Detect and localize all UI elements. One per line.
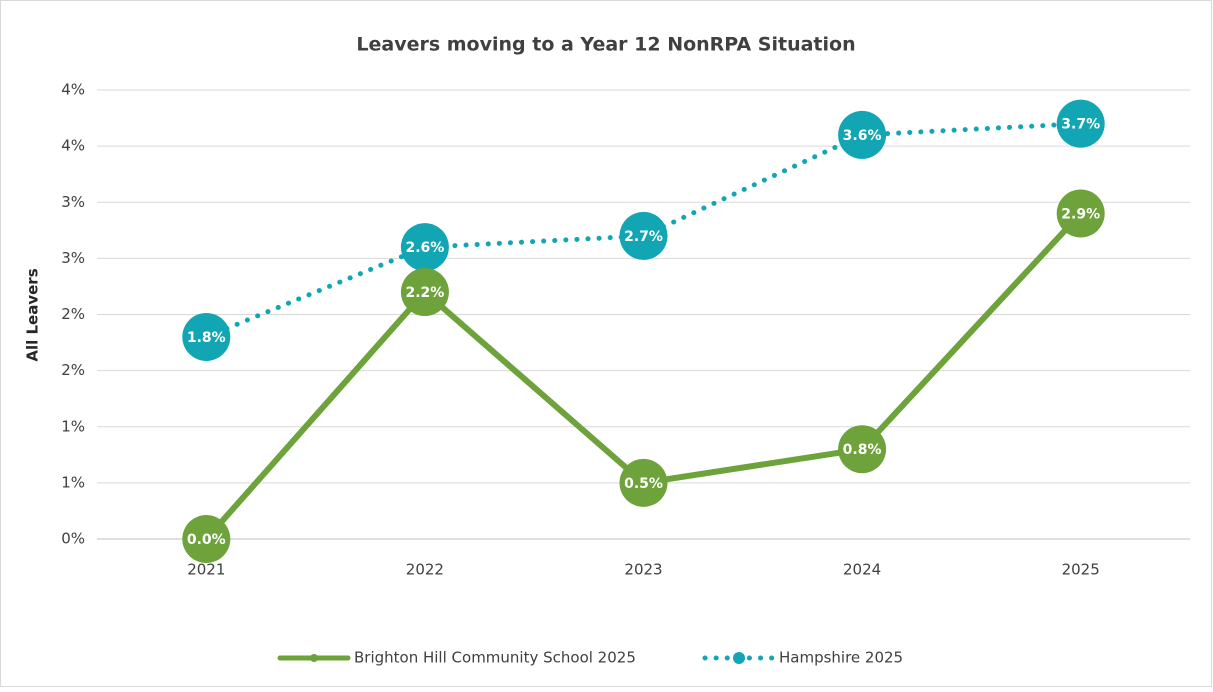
data-point	[838, 110, 887, 159]
legend-label: Brighton Hill Community School 2025	[354, 649, 636, 667]
data-point	[182, 312, 231, 361]
data-label: 2.2%	[405, 285, 444, 301]
data-point	[1056, 189, 1105, 238]
legend-label: Hampshire 2025	[779, 649, 903, 667]
x-tick-label: 2021	[187, 561, 225, 579]
legend-marker	[310, 654, 318, 662]
chart-title: Leavers moving to a Year 12 NonRPA Situa…	[356, 34, 855, 56]
y-tick-label: 3%	[61, 193, 85, 211]
data-label: 1.8%	[187, 330, 226, 346]
data-point	[619, 211, 668, 260]
data-point	[182, 515, 231, 563]
data-label: 0.8%	[843, 442, 882, 458]
y-tick-label: 2%	[61, 305, 85, 323]
legend-marker	[733, 652, 745, 664]
data-label: 2.7%	[624, 229, 663, 245]
x-tick-label: 2022	[406, 561, 444, 579]
y-tick-label: 4%	[61, 81, 85, 99]
y-tick-label: 0%	[61, 530, 85, 548]
data-point	[400, 223, 449, 272]
x-tick-label: 2024	[843, 561, 881, 579]
y-tick-label: 3%	[61, 249, 85, 267]
y-axis-label: All Leavers	[24, 268, 42, 361]
y-tick-label: 1%	[61, 417, 85, 435]
data-label: 3.7%	[1061, 117, 1100, 133]
y-tick-label: 1%	[61, 473, 85, 491]
data-label: 2.9%	[1061, 206, 1100, 222]
x-tick-label: 2025	[1062, 561, 1100, 579]
x-tick-label: 2023	[624, 561, 662, 579]
y-tick-label: 4%	[61, 137, 85, 155]
data-point	[838, 425, 887, 474]
data-point	[1056, 99, 1105, 148]
data-label: 0.0%	[187, 532, 226, 548]
data-point	[619, 458, 668, 507]
data-label: 0.5%	[624, 476, 663, 492]
y-tick-label: 2%	[61, 361, 85, 379]
data-label: 3.6%	[843, 128, 882, 144]
data-label: 2.6%	[405, 240, 444, 256]
data-point	[400, 268, 449, 317]
